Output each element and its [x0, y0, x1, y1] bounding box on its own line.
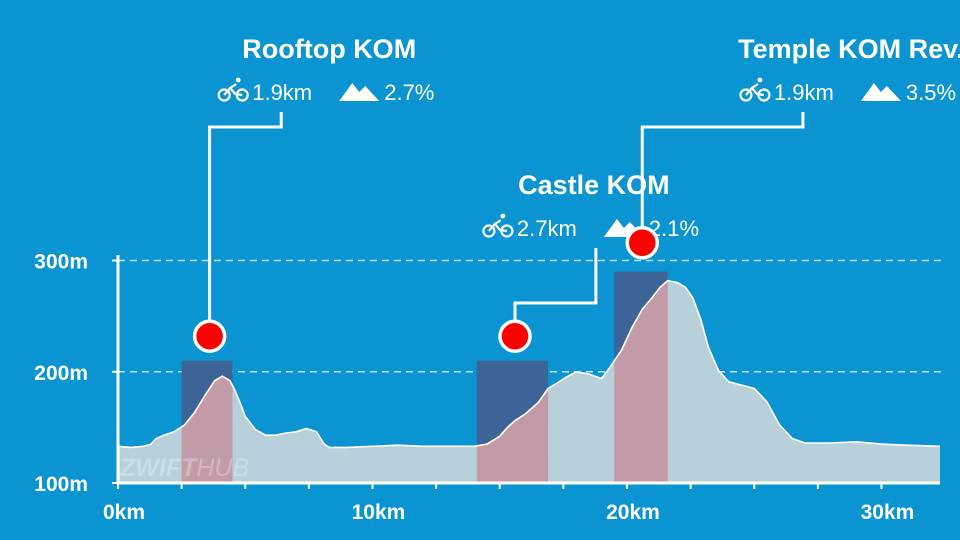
watermark-left: ZWIFT [119, 454, 199, 482]
callout-leader-line [208, 112, 283, 322]
cyclist-icon [482, 213, 514, 238]
segment-callout-0: Rooftop KOM 1.9km 2.7% [192, 34, 434, 353]
segment-marker [498, 319, 532, 353]
segment-climbs [181, 280, 668, 483]
callout-leader-line [513, 248, 598, 322]
watermark-right: HUB [196, 454, 249, 482]
callout-leader-line [640, 112, 805, 228]
axes: 100m 200m 300m 0km 10km 20km 30km [34, 251, 940, 524]
segment-title: Temple KOM Rev. [738, 34, 960, 64]
elevation-profile-line [117, 279, 941, 449]
segment-distance: 1.9km [252, 80, 312, 105]
segment-marker [192, 319, 227, 353]
elevation-profile-area [118, 280, 940, 483]
segment-climb-2 [614, 280, 668, 483]
gridlines [118, 259, 945, 373]
segment-climb-0 [181, 376, 233, 483]
x-tick-label: 0km [103, 501, 145, 524]
x-tick-label: 20km [606, 501, 660, 524]
watermark: ZWIFTHUB [119, 454, 249, 482]
mountain-icon [339, 83, 380, 101]
segment-marker [625, 226, 659, 260]
y-tick-label: 200m [34, 362, 88, 385]
segment-title: Castle KOM [518, 170, 670, 200]
y-tick-label: 300m [34, 251, 88, 274]
mountain-icon [860, 83, 901, 101]
x-tick-label: 30km [861, 501, 915, 524]
y-tick-label: 100m [34, 473, 88, 496]
cyclist-icon [739, 77, 771, 102]
segment-distance: 1.9km [774, 80, 834, 105]
segment-distance: 2.7km [517, 216, 577, 241]
segment-gradient: 2.7% [384, 80, 434, 105]
segment-callout-2: Temple KOM Rev. 1.9km 3.5% [625, 34, 960, 260]
segment-climb-1 [476, 388, 549, 483]
segment-gradient: 3.5% [906, 80, 956, 105]
segment-title: Rooftop KOM [242, 34, 416, 64]
cyclist-icon [217, 77, 249, 102]
x-tick-label: 10km [352, 501, 406, 524]
